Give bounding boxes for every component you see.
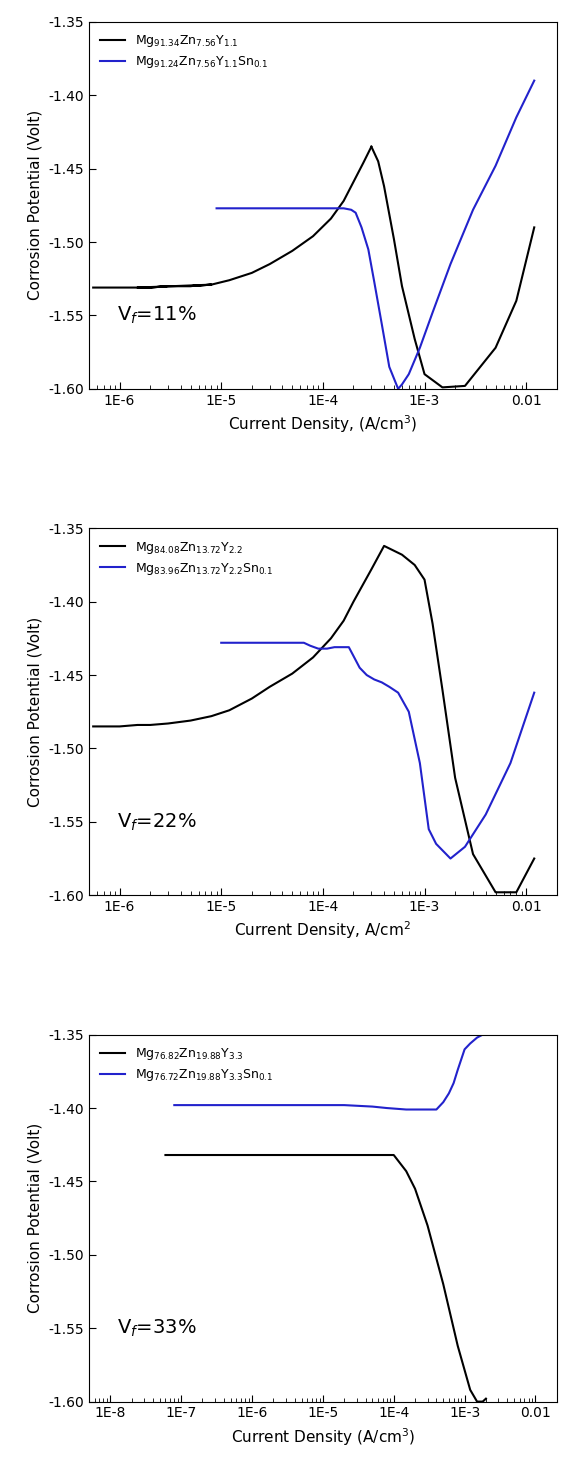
Y-axis label: Corrosion Potential (Volt): Corrosion Potential (Volt) — [28, 1123, 43, 1313]
Text: V$_f$=33%: V$_f$=33% — [117, 1318, 196, 1339]
Legend: Mg$_{91.34}$Zn$_{7.56}$Y$_{1.1}$, Mg$_{91.24}$Zn$_{7.56}$Y$_{1.1}$Sn$_{0.1}$: Mg$_{91.34}$Zn$_{7.56}$Y$_{1.1}$, Mg$_{9… — [95, 28, 274, 74]
X-axis label: Current Density (A/cm$^3$): Current Density (A/cm$^3$) — [231, 1426, 415, 1448]
Legend: Mg$_{84.08}$Zn$_{13.72}$Y$_{2.2}$, Mg$_{83.96}$Zn$_{13.72}$Y$_{2.2}$Sn$_{0.1}$: Mg$_{84.08}$Zn$_{13.72}$Y$_{2.2}$, Mg$_{… — [95, 534, 278, 581]
X-axis label: Current Density, (A/cm$^3$): Current Density, (A/cm$^3$) — [228, 413, 417, 435]
X-axis label: Current Density, A/cm$^2$: Current Density, A/cm$^2$ — [234, 920, 412, 942]
Y-axis label: Corrosion Potential (Volt): Corrosion Potential (Volt) — [28, 616, 43, 807]
Text: V$_f$=11%: V$_f$=11% — [117, 305, 196, 327]
Legend: Mg$_{76.82}$Zn$_{19.88}$Y$_{3.3}$, Mg$_{76.72}$Zn$_{19.88}$Y$_{3.3}$Sn$_{0.1}$: Mg$_{76.82}$Zn$_{19.88}$Y$_{3.3}$, Mg$_{… — [95, 1041, 278, 1088]
Y-axis label: Corrosion Potential (Volt): Corrosion Potential (Volt) — [28, 111, 43, 301]
Text: V$_f$=22%: V$_f$=22% — [117, 812, 196, 832]
